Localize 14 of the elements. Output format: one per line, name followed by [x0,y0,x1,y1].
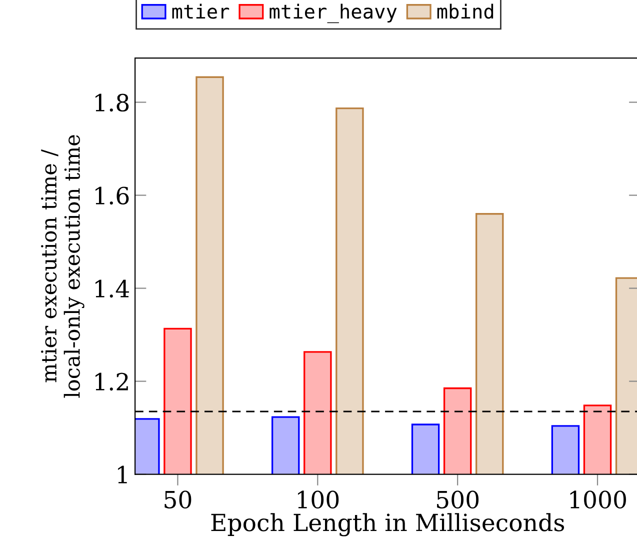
legend-label: mtier_heavy [270,4,397,24]
y-tick-label: 1.8 [96,94,129,112]
x-tick-label: 100 [298,490,339,509]
x-tick-label: 1000 [570,490,626,509]
y-tick-label: 1.4 [96,280,129,298]
y-tick-label: 1.2 [96,372,128,391]
legend-label: mbind [437,4,494,19]
y-axis-title: mtier execution time / local-only execution time [41,135,84,398]
x-tick-label: 500 [437,490,479,509]
y-tick-label: 1 [118,466,127,484]
x-tick-label: 50 [164,490,192,509]
legend-label: mtier [172,4,230,19]
y-tick-label: 1.6 [96,186,129,205]
x-axis-title: Epoch Length in Milliseconds [211,513,564,536]
